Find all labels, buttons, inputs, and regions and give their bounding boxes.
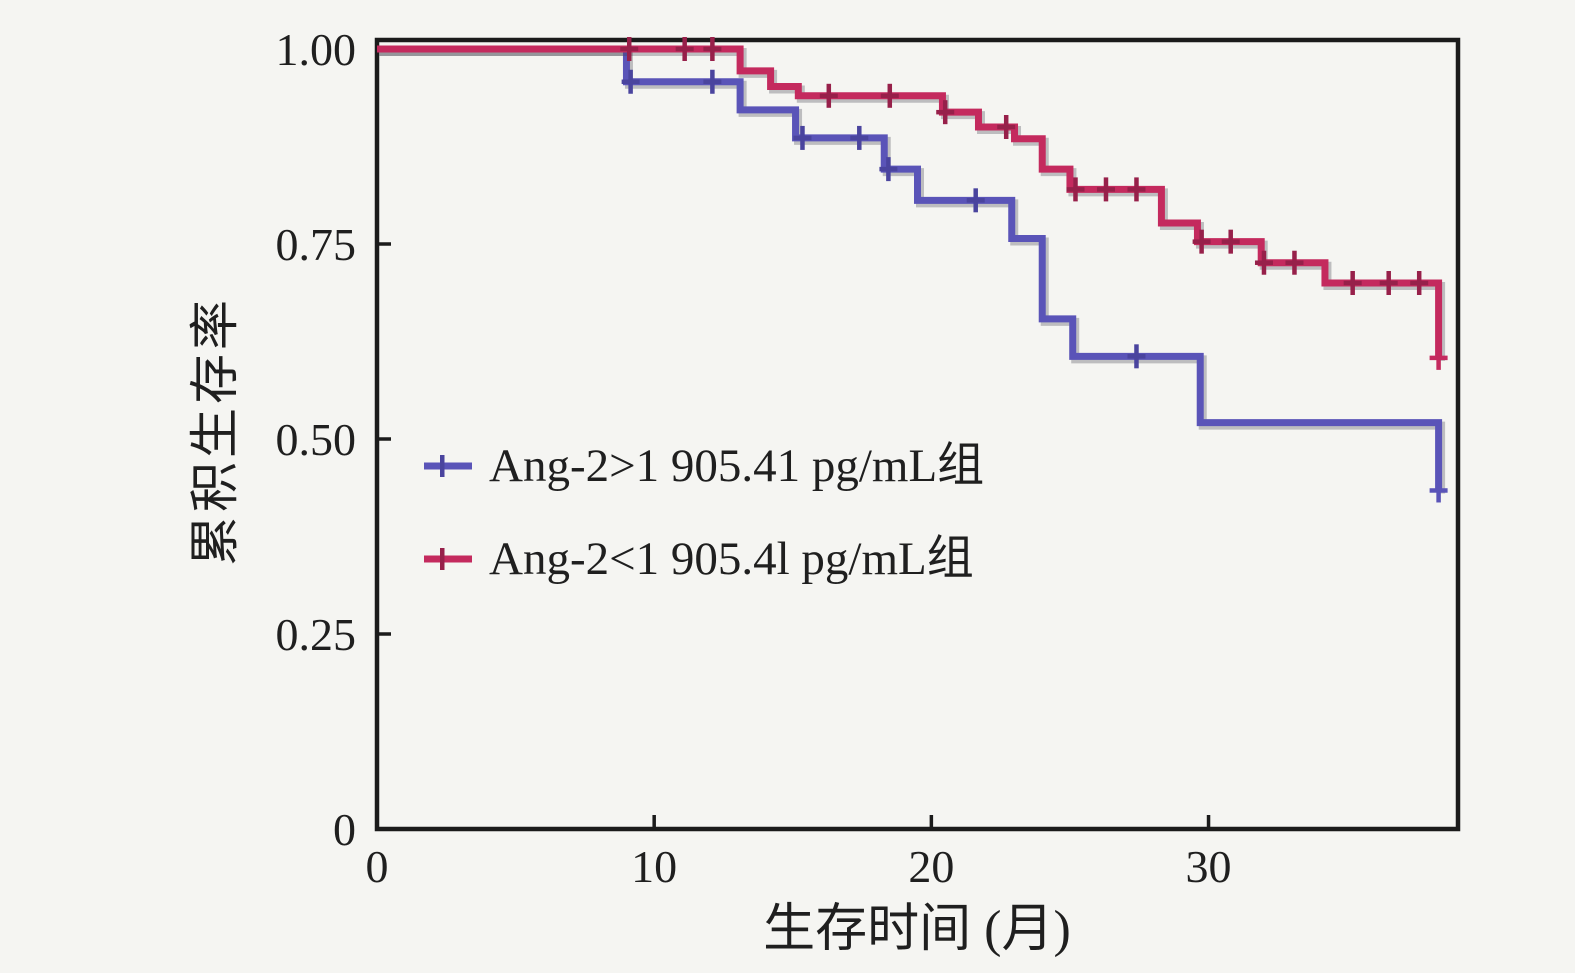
curve-high-ang2	[377, 45, 1448, 503]
y-tick-label: 1.00	[276, 24, 357, 75]
censor-tick	[1134, 177, 1139, 202]
censor-tick	[628, 69, 633, 94]
censor-tick	[1003, 115, 1009, 139]
km-survival-figure: 0 10 20 30 0 0.25 0.50 0.75 1.00 累积生存率 生存时间 (月) …	[40, 16, 1575, 973]
censor-tick	[626, 37, 632, 61]
censor-tick	[682, 37, 687, 61]
censor-tick	[886, 157, 891, 182]
y-tick-label: 0.75	[276, 219, 357, 270]
censor-tick	[942, 100, 948, 125]
censor-tick	[1228, 229, 1233, 254]
curve-low-ang2	[377, 37, 1448, 370]
survival-plot-canvas: 0 10 20 30 0 0.25 0.50 0.75 1.00	[276, 24, 1461, 892]
legend-label-high-ang2: Ang-2>1 905.41 pg/mL组	[489, 440, 985, 492]
censor-tick	[1261, 250, 1267, 275]
censor-tick	[1103, 177, 1109, 202]
censor-tick	[800, 125, 805, 150]
x-tick-label: 0	[366, 841, 389, 892]
censor-tick	[1416, 271, 1422, 295]
legend-item-low-ang2: Ang-2<1 905.4l pg/mL组	[423, 529, 984, 589]
y-tick-label: 0.25	[276, 609, 357, 660]
legend-marker-high-ang2-icon	[423, 450, 473, 482]
y-tick-label: 0.50	[276, 414, 357, 465]
x-axis-title: 生存时间 (月)	[763, 901, 1071, 958]
y-tick-label: 0	[333, 804, 356, 855]
censor-tick	[1436, 345, 1441, 370]
x-tick-label: 20	[908, 841, 954, 892]
censor-tick	[1134, 344, 1139, 369]
censor-tick	[1386, 271, 1391, 295]
x-tick-label: 30	[1186, 841, 1232, 892]
censor-tick	[887, 83, 893, 108]
legend-label-low-ang2: Ang-2<1 905.4l pg/mL组	[489, 533, 974, 585]
censor-tick	[973, 188, 978, 213]
censor-tick	[1436, 478, 1441, 503]
x-tick-label: 10	[631, 841, 677, 892]
y-axis-title: 累积生存率	[187, 296, 243, 566]
legend: Ang-2>1 905.41 pg/mL组 Ang-2<1 905.4l pg/…	[423, 436, 984, 622]
censor-tick	[1292, 250, 1297, 275]
censor-tick	[1350, 271, 1355, 295]
censor-tick	[1073, 177, 1078, 202]
legend-marker-low-ang2-icon	[423, 543, 473, 575]
censor-tick	[710, 69, 715, 94]
censor-tick	[857, 125, 862, 150]
plot-box	[374, 37, 1461, 832]
censor-tick	[1199, 229, 1204, 254]
axis-ticks: 0 10 20 30 0 0.25 0.50 0.75 1.00	[276, 24, 1232, 892]
censor-tick	[826, 83, 832, 108]
legend-item-high-ang2: Ang-2>1 905.41 pg/mL组	[423, 436, 984, 496]
censor-tick	[710, 37, 715, 61]
